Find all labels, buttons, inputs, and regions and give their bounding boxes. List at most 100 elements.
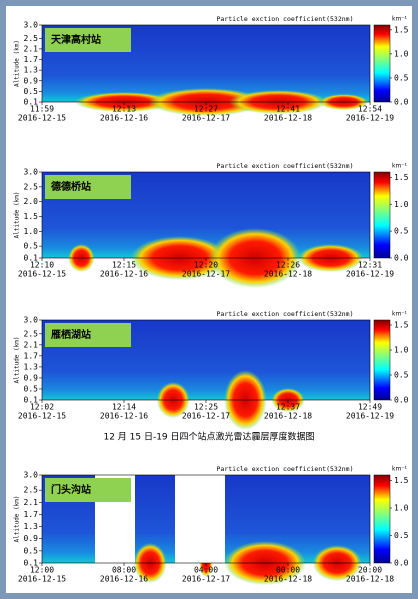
y-tick-label: 2.1 <box>24 44 39 53</box>
x-date-label: 2016-12-18 <box>264 270 312 279</box>
y-tick-label: 0.1 <box>24 254 39 263</box>
colorbar <box>373 171 391 259</box>
data-gap <box>175 475 225 563</box>
y-tick-label: 3.0 <box>24 168 39 177</box>
colorbar-tick-label: 1.5 <box>394 321 409 330</box>
y-tick-label: 2.1 <box>24 340 39 349</box>
x-tick-label: 12:15 <box>112 261 136 270</box>
x-tick-label: 00:00 <box>276 566 300 575</box>
y-tick-label: 1.7 <box>24 510 39 519</box>
y-tick-label: 0.9 <box>24 76 39 85</box>
x-tick-label: 12:00 <box>30 566 54 575</box>
chart-title: Particle exction coefficient(532nm) <box>217 465 354 473</box>
y-tick-label: 1.3 <box>24 66 39 75</box>
x-tick-label: 12:10 <box>30 261 54 270</box>
x-tick-label: 12:54 <box>358 105 382 114</box>
x-tick-label: 12:49 <box>358 403 382 412</box>
colorbar <box>373 319 391 401</box>
colorbar <box>373 24 391 103</box>
x-tick-label: 12:31 <box>358 261 382 270</box>
x-tick-label: 12:20 <box>194 261 218 270</box>
y-tick-label: 3.0 <box>24 21 39 30</box>
x-date-label: 2016-12-19 <box>346 114 394 123</box>
x-date-label: 2016-12-16 <box>100 575 148 584</box>
chart-title: Particle exction coefficient(532nm) <box>217 310 354 318</box>
caption: 12 月 15 日-19 日四个站点激光雷达霾层厚度数据图 <box>103 431 314 443</box>
station-label: 德德桥站 <box>50 180 91 193</box>
y-axis-label: Altitude (km) <box>14 40 21 87</box>
x-date-label: 2016-12-17 <box>182 114 230 123</box>
colorbar-tick-label: 1.0 <box>394 346 409 355</box>
x-date-label: 2016-12-18 <box>264 412 312 421</box>
station-label-box <box>45 175 131 199</box>
station-label-box <box>45 323 131 347</box>
chart-title: Particle exction coefficient(532nm) <box>217 162 354 170</box>
colorbar-tick-label: 1.5 <box>394 173 409 182</box>
y-tick-label: 0.5 <box>24 242 39 251</box>
x-date-label: 2016-12-15 <box>18 412 66 421</box>
y-tick-label: 0.9 <box>24 534 39 543</box>
y-tick-label: 2.5 <box>24 34 39 43</box>
colorbar-tick-label: 0.5 <box>394 73 409 82</box>
colorbar-tick-label: 1.5 <box>394 25 409 34</box>
y-axis-label: Altitude (km) <box>14 192 21 239</box>
colorbar-tick-label: 0.0 <box>394 254 409 263</box>
y-tick-label: 0.1 <box>24 559 39 568</box>
x-tick-label: 20:00 <box>358 566 382 575</box>
x-date-label: 2016-12-19 <box>346 270 394 279</box>
x-date-label: 2016-12-15 <box>18 270 66 279</box>
y-tick-label: 2.5 <box>24 486 39 495</box>
colorbar-tick-label: 0.0 <box>394 98 409 107</box>
x-tick-label: 12:37 <box>276 403 300 412</box>
station-label: 雁栖湖站 <box>51 328 91 341</box>
y-tick-label: 1.3 <box>24 362 39 371</box>
x-date-label: 2016-12-15 <box>18 575 66 584</box>
x-date-label: 2016-12-18 <box>346 575 394 584</box>
x-date-label: 2016-12-17 <box>182 575 230 584</box>
y-tick-label: 0.1 <box>24 396 39 405</box>
x-tick-label: 12:13 <box>112 105 136 114</box>
y-tick-label: 3.0 <box>24 471 39 480</box>
colorbar-label: km⁻¹ <box>392 466 407 473</box>
y-tick-label: 1.3 <box>24 522 39 531</box>
x-tick-label: 12:14 <box>112 403 136 412</box>
x-date-label: 2016-12-17 <box>182 412 230 421</box>
colorbar-label: km⁻¹ <box>392 16 407 23</box>
x-tick-label: 12:02 <box>30 403 54 412</box>
x-date-label: 2016-12-18 <box>264 114 312 123</box>
y-tick-label: 0.5 <box>24 384 39 393</box>
y-tick-label: 1.7 <box>24 55 39 64</box>
y-tick-label: 2.5 <box>24 329 39 338</box>
y-axis-label: Altitude (km) <box>14 337 21 384</box>
x-date-label: 2016-12-16 <box>100 412 148 421</box>
y-axis-label: Altitude (km) <box>14 496 21 543</box>
x-date-label: 2016-12-16 <box>100 114 148 123</box>
station-label-box <box>45 28 131 52</box>
station-label-box <box>45 478 131 502</box>
x-date-label: 2016-12-16 <box>100 270 148 279</box>
x-date-label: 2016-12-19 <box>346 412 394 421</box>
y-tick-label: 0.5 <box>24 87 39 96</box>
x-date-label: 2016-12-15 <box>18 114 66 123</box>
colorbar-tick-label: 0.5 <box>394 531 409 540</box>
colorbar-tick-label: 0.5 <box>394 227 409 236</box>
colorbar-tick-label: 0.0 <box>394 396 409 405</box>
x-tick-label: 12:26 <box>276 261 300 270</box>
y-tick-label: 2.5 <box>24 182 39 191</box>
station-label: 门头沟站 <box>51 483 91 496</box>
chart-title: Particle exction coefficient(532nm) <box>217 15 354 23</box>
colorbar <box>373 474 391 564</box>
colorbar-tick-label: 1.0 <box>394 49 409 58</box>
y-tick-label: 1.7 <box>24 351 39 360</box>
colorbar-label: km⁻¹ <box>392 311 407 318</box>
y-tick-label: 2.1 <box>24 498 39 507</box>
x-tick-label: 11:59 <box>30 105 54 114</box>
y-tick-label: 0.9 <box>24 373 39 382</box>
y-tick-label: 0.5 <box>24 546 39 555</box>
x-date-label: 2016-12-18 <box>264 575 312 584</box>
x-date-label: 2016-12-17 <box>182 270 230 279</box>
y-tick-label: 1.0 <box>24 227 39 236</box>
x-tick-label: 04:00 <box>194 566 218 575</box>
y-tick-label: 3.0 <box>24 316 39 325</box>
